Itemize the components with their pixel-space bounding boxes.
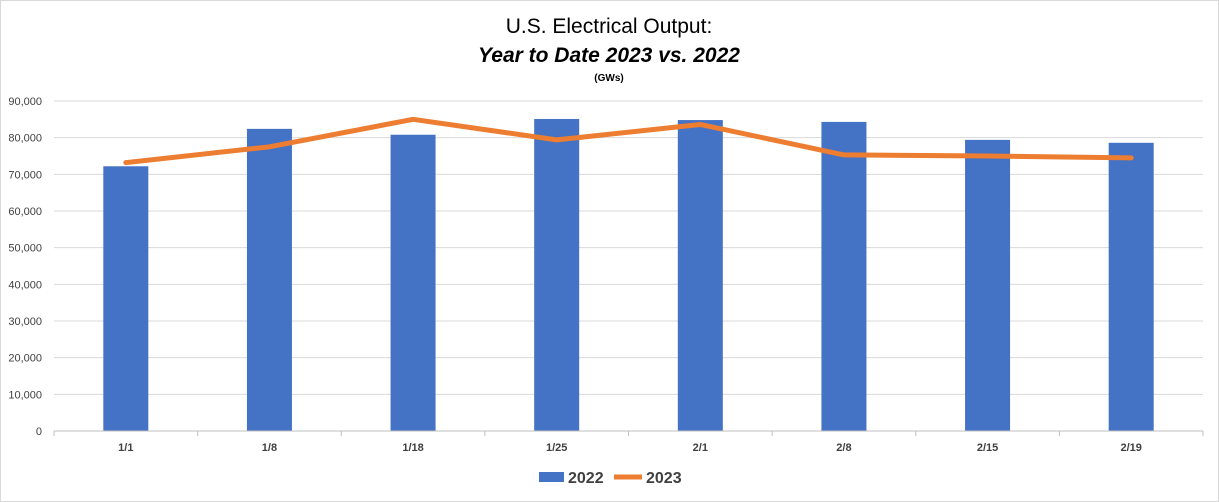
legend-swatch-2022 <box>539 472 564 482</box>
y-tick-label: 50,000 <box>8 243 42 255</box>
bar-2022-1/1 <box>103 166 149 431</box>
bar-2022-2/19 <box>1108 142 1154 432</box>
x-tick-label: 2/1 <box>693 442 708 454</box>
x-tick-label: 2/19 <box>1120 442 1141 454</box>
x-tick-label: 1/1 <box>118 442 133 454</box>
gridlines <box>54 100 1203 395</box>
y-tick-label: 20,000 <box>8 353 42 365</box>
line-series-2023 <box>123 116 1134 166</box>
legend-label-2023: 2023 <box>646 470 682 487</box>
y-tick-label: 0 <box>36 426 42 438</box>
x-tick-label: 2/15 <box>977 442 998 454</box>
y-tick-label: 70,000 <box>8 169 42 181</box>
legend-label-2022: 2022 <box>568 470 604 487</box>
bar-2022-2/8 <box>821 121 867 432</box>
bar-2022-1/25 <box>534 118 580 431</box>
x-tick-label: 1/18 <box>402 442 423 454</box>
bar-2022-1/18 <box>390 134 436 431</box>
y-tick-label: 10,000 <box>8 389 42 401</box>
bar-2022-2/1 <box>677 120 723 432</box>
bar-series-2022 <box>103 118 1154 432</box>
x-tick-label: 1/25 <box>546 442 567 454</box>
y-axis: 0 10,000 20,000 30,000 40,000 50,000 60,000 70,… <box>8 96 42 438</box>
chart-unit-note: (GWs) <box>594 73 623 84</box>
legend: 2022 2023 <box>539 470 682 487</box>
x-axis: 1/1 1/8 1/18 1/25 2/1 2/8 2/15 2/19 <box>53 430 1204 454</box>
bar-2022-2/15 <box>965 139 1011 431</box>
y-tick-label: 30,000 <box>8 316 42 328</box>
x-tick-label: 1/8 <box>262 442 277 454</box>
chart-subtitle: Year to Date 2023 vs. 2022 <box>478 44 740 67</box>
y-tick-label: 80,000 <box>8 133 42 145</box>
bar-2022-1/8 <box>246 128 292 431</box>
y-tick-label: 40,000 <box>8 279 42 291</box>
y-tick-label: 60,000 <box>8 206 42 218</box>
line-2023 <box>123 116 1134 166</box>
y-tick-label: 90,000 <box>8 96 42 108</box>
x-tick-label: 2/8 <box>836 442 851 454</box>
chart-title: U.S. Electrical Output: <box>506 15 713 38</box>
